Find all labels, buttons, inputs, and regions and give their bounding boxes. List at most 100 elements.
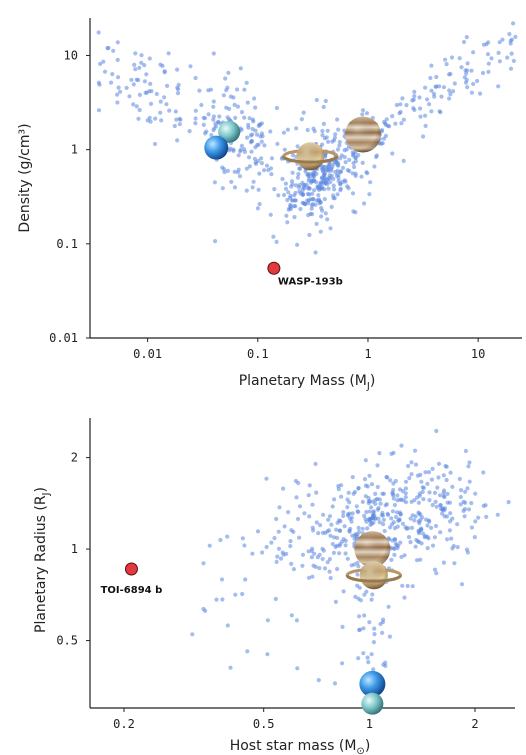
population-point [221, 167, 227, 172]
population-point [383, 663, 388, 669]
population-point [187, 129, 192, 134]
population-point [250, 126, 255, 132]
population-point [329, 522, 334, 527]
population-point [264, 163, 270, 168]
population-point [282, 147, 287, 152]
population-point [413, 448, 418, 453]
population-point [274, 239, 279, 244]
population-point [251, 119, 256, 124]
population-point [340, 661, 345, 666]
population-point [256, 158, 261, 163]
population-point [174, 117, 179, 122]
population-point [364, 589, 369, 594]
population-point [411, 97, 416, 102]
population-point [332, 497, 337, 502]
population-point [252, 156, 257, 161]
population-point [255, 529, 261, 534]
population-point [354, 504, 359, 509]
population-point [167, 108, 172, 113]
population-point [419, 541, 424, 546]
population-point [278, 556, 284, 561]
population-point [323, 211, 328, 216]
population-point [362, 513, 367, 518]
population-point [367, 192, 372, 197]
population-point [175, 91, 181, 96]
population-point [464, 35, 469, 40]
population-point [340, 165, 346, 170]
population-point [296, 185, 302, 190]
population-point [406, 463, 411, 469]
radius-x-axis-label: Host star mass (M⊙) [230, 738, 371, 755]
population-point [249, 139, 254, 144]
radius-panel: 0.2 0.5 1 2 0.5 1 2 TOI-6894 b Host star mass… [33, 418, 515, 755]
population-point [395, 524, 400, 529]
population-point [326, 517, 331, 522]
population-point [391, 496, 396, 501]
population-point [425, 481, 430, 486]
y-tick-label: 0.01 [49, 331, 78, 345]
population-point [374, 153, 379, 158]
population-point [331, 183, 336, 188]
population-point [242, 543, 247, 548]
population-point [225, 534, 230, 539]
population-point [430, 543, 436, 548]
population-point [471, 50, 476, 55]
population-point [306, 575, 312, 580]
population-point [448, 511, 453, 516]
population-point [320, 208, 325, 213]
population-point [326, 139, 331, 144]
population-point [310, 502, 315, 507]
population-point [302, 201, 308, 207]
population-point [434, 74, 439, 80]
population-point [110, 72, 115, 77]
population-point [365, 526, 370, 531]
population-point [331, 535, 337, 540]
population-point [220, 597, 225, 602]
population-point [432, 567, 438, 572]
population-point [274, 559, 279, 565]
population-point [367, 516, 372, 522]
population-point [310, 178, 315, 183]
population-point [231, 148, 236, 153]
population-point [328, 180, 333, 185]
population-point [306, 493, 311, 498]
population-point [402, 553, 407, 558]
population-point [175, 67, 180, 72]
population-point [153, 116, 158, 121]
population-point [435, 485, 440, 490]
population-point [350, 475, 355, 480]
population-point [381, 136, 387, 141]
population-point [447, 88, 452, 93]
population-point [310, 202, 315, 207]
population-point [408, 540, 413, 545]
population-point [473, 519, 478, 524]
population-point [232, 102, 237, 107]
population-point [306, 549, 311, 554]
population-point [253, 161, 259, 166]
radius-x-ticks: 0.2 0.5 1 2 [113, 708, 479, 731]
population-point [475, 78, 480, 84]
population-point [369, 652, 374, 657]
population-point [392, 546, 397, 552]
population-point [353, 210, 358, 215]
population-point [427, 498, 432, 503]
population-point [500, 37, 505, 42]
population-point [285, 197, 290, 203]
population-point [466, 507, 472, 512]
population-point [495, 512, 500, 517]
population-point [147, 56, 152, 61]
population-point [152, 141, 158, 147]
population-point [229, 179, 234, 184]
population-point [399, 121, 404, 126]
population-point [506, 500, 511, 505]
neptune-icon [204, 135, 229, 160]
population-point [379, 141, 384, 146]
population-point [228, 94, 233, 99]
population-point [218, 537, 223, 543]
population-point [223, 76, 228, 81]
population-point [427, 490, 432, 495]
population-point [407, 476, 412, 481]
population-point [240, 536, 245, 541]
population-point [313, 461, 318, 466]
